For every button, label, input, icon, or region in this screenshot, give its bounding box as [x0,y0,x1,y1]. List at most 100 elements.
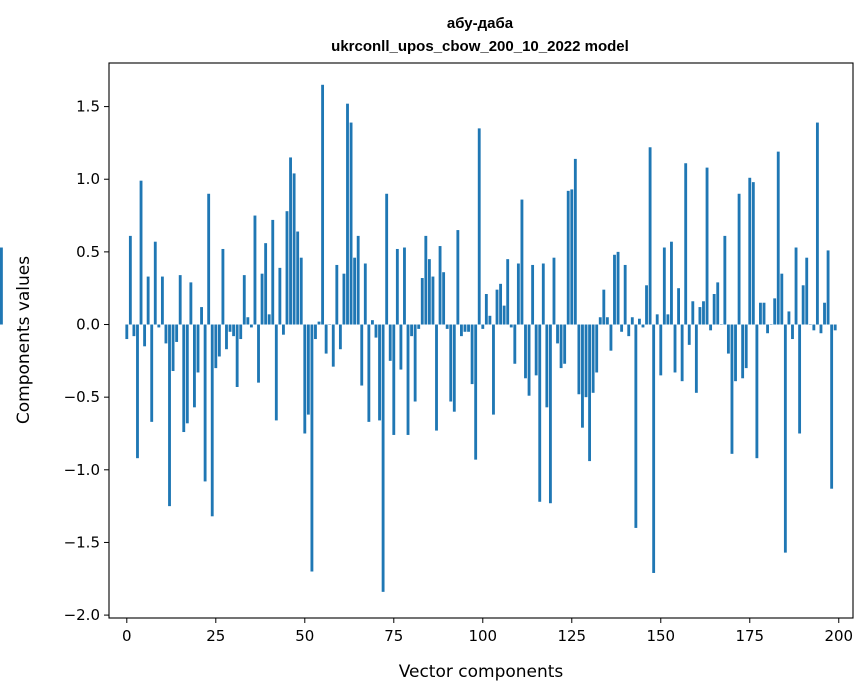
bar [225,324,228,350]
x-tick-label: 175 [735,627,764,645]
chart-title: абу-даба [447,15,514,32]
bar [232,324,236,337]
bar [826,250,830,325]
x-tick-label: 75 [384,627,403,645]
bar [128,235,132,325]
bar [541,263,545,325]
bar [189,282,193,325]
bar [249,324,253,328]
bar [552,257,556,325]
bar [524,324,527,379]
bar [805,257,809,325]
x-tick-label: 125 [557,627,586,645]
bar [164,324,168,344]
bar [616,251,620,325]
bar [609,324,613,351]
bar [356,235,360,325]
bar [680,324,684,382]
bar [271,219,275,325]
x-tick-label: 150 [646,627,675,645]
bar [563,324,567,364]
bar [531,264,535,325]
bar [331,324,335,367]
bar [435,324,438,431]
bar [168,324,171,507]
bar [285,211,289,325]
bar [346,103,349,325]
bar [726,324,730,354]
bar [442,272,446,325]
bar [698,307,702,325]
bar [160,276,164,325]
bar [196,324,200,373]
bar [353,257,357,325]
bar [467,324,470,332]
bar [460,324,463,337]
bar [527,324,531,396]
bar [367,324,371,422]
bar [420,278,424,325]
bar [815,122,819,325]
bar [723,235,727,325]
bar [360,324,364,386]
bar [734,324,737,382]
bar [581,324,584,428]
bar [403,247,406,325]
bar [773,298,777,325]
x-tick-label: 25 [206,627,225,645]
bar [509,324,513,328]
bar [371,320,374,325]
bar [623,264,627,325]
x-tick-label: 0 [122,627,132,645]
bar [239,324,243,340]
bar [203,324,207,482]
bar [566,190,570,325]
bar [303,324,307,434]
bar [627,324,631,337]
bar [257,324,260,383]
bar [645,285,648,325]
bar [556,324,559,344]
bar [278,267,282,325]
bar [548,324,552,504]
bar [477,128,481,325]
bar [146,276,150,325]
bar [662,247,666,325]
bar [716,282,720,325]
bar [573,158,577,325]
bar [150,324,154,422]
bar [253,215,257,325]
bar [506,259,510,325]
bar [744,324,748,369]
x-tick-label: 50 [295,627,314,645]
bar [783,324,787,553]
bar [516,263,520,325]
bar [153,241,157,325]
bar [310,324,314,572]
bar [314,324,317,340]
bar [424,235,428,325]
bar [666,314,670,325]
bar [766,324,769,334]
bar [207,193,211,325]
bar [431,276,435,325]
bar [324,324,328,354]
bar [801,285,805,325]
y-tick-label: 0.0 [76,316,100,334]
bar [823,302,826,325]
x-axis-ticks: 0 25 50 75 100 125 150 175 200 [122,618,853,645]
bar [438,246,442,325]
bar [598,317,602,325]
bar [157,324,161,328]
bar [659,324,663,376]
bar [762,302,766,325]
bar [299,257,303,325]
bar [741,324,745,379]
bar [217,324,221,357]
bar [755,324,759,459]
bar [427,259,431,325]
bar [641,324,645,328]
y-tick-label: 0.5 [76,243,100,261]
bar [780,273,784,325]
